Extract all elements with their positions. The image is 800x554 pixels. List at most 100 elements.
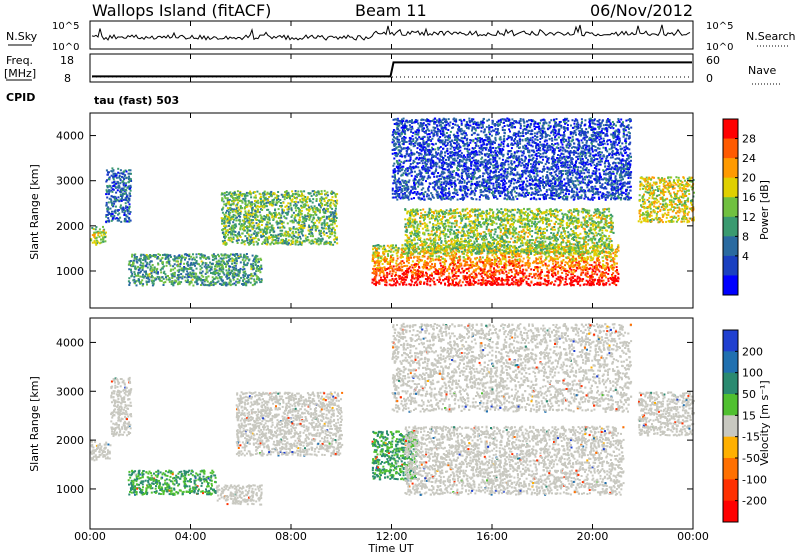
scatter-point [150, 272, 153, 275]
scatter-point [414, 273, 417, 276]
scatter-point [429, 278, 432, 281]
scatter-point [524, 262, 527, 265]
scatter-point [392, 244, 395, 247]
scatter-point [543, 274, 546, 277]
scatter-point [224, 221, 227, 224]
scatter-point [598, 259, 600, 261]
scatter-point [579, 267, 582, 270]
scatter-point [573, 264, 576, 267]
scatter-point [299, 200, 302, 203]
scatter-point [267, 201, 270, 204]
scatter-point [135, 256, 138, 259]
scatter-point [537, 273, 540, 276]
scatter-point [514, 269, 517, 272]
scatter-point [478, 258, 481, 261]
scatter-point [331, 207, 334, 210]
scatter-point [147, 277, 149, 280]
scatter-point [287, 208, 290, 211]
scatter-point [227, 236, 230, 239]
scatter-point [604, 267, 607, 270]
scatter-point [220, 260, 223, 263]
scatter-point [297, 212, 300, 215]
scatter-point [548, 260, 551, 263]
scatter-point [470, 261, 472, 264]
scatter-point [260, 219, 263, 222]
freq-trace [92, 61, 692, 78]
scatter-point [380, 260, 382, 263]
scatter-point [298, 209, 301, 212]
scatter-point [230, 227, 233, 230]
scatter-point [420, 271, 423, 274]
scatter-point [123, 175, 126, 178]
scatter-point [110, 219, 113, 222]
scatter-point [230, 200, 233, 203]
scatter-point [181, 277, 184, 280]
scatter-point [459, 247, 462, 250]
scatter-point [157, 256, 159, 258]
scatter-point [484, 260, 487, 263]
scatter-point [276, 213, 278, 216]
scatter-point [264, 240, 267, 243]
scatter-point [110, 201, 113, 204]
scatter-point [553, 228, 556, 231]
scatter-point [449, 257, 452, 260]
scatter-point [493, 246, 496, 248]
scatter-point [378, 282, 381, 285]
scatter-point [287, 210, 290, 213]
scatter-point [120, 220, 123, 223]
scatter-point [554, 272, 557, 275]
scatter-point [389, 244, 392, 247]
scatter-point [319, 217, 321, 220]
scatter-point [541, 240, 544, 243]
scatter-point [551, 272, 554, 275]
scatter-point [233, 223, 236, 226]
scatter-point [215, 260, 218, 263]
scatter-point [262, 196, 265, 199]
scatter-point [249, 215, 252, 218]
scatter-point [91, 227, 94, 229]
scatter-point [195, 256, 198, 259]
scatter-point [310, 220, 313, 223]
scatter-point [318, 203, 320, 206]
scatter-point [259, 257, 262, 260]
scatter-point [471, 276, 473, 279]
scatter-point [458, 257, 461, 260]
scatter-point [308, 230, 311, 233]
scatter-point [252, 191, 255, 194]
scatter-point [305, 239, 308, 242]
scatter-point [250, 277, 253, 280]
scatter-point [482, 248, 485, 251]
scatter-point [266, 198, 269, 201]
scatter-point [384, 257, 387, 260]
scatter-point [176, 257, 179, 260]
scatter-point [482, 261, 484, 264]
scatter-point [94, 231, 97, 234]
scatter-point [508, 259, 511, 262]
scatter-point [461, 281, 464, 284]
scatter-point [256, 205, 259, 207]
scatter-point [416, 284, 419, 287]
scatter-point [373, 265, 376, 268]
scatter-point [567, 271, 570, 274]
scatter-point [130, 172, 132, 175]
scatter-point [372, 256, 375, 259]
scatter-point [525, 275, 528, 278]
scatter-point [533, 261, 536, 263]
scatter-point [228, 255, 231, 258]
scatter-point [297, 228, 300, 231]
scatter-point [384, 250, 387, 253]
scatter-point [587, 281, 590, 284]
scatter-point [223, 239, 226, 242]
scatter-point [588, 268, 591, 270]
scatter-point [401, 249, 404, 252]
scatter-point [247, 209, 250, 212]
scatter-point [248, 221, 251, 224]
scatter-point [588, 263, 591, 266]
scatter-point [252, 226, 255, 229]
scatter-point [141, 275, 144, 278]
scatter-point [246, 257, 249, 260]
scatter-point [232, 277, 235, 279]
scatter-point [299, 211, 302, 214]
scatter-point [523, 278, 526, 281]
scatter-point [590, 275, 593, 278]
